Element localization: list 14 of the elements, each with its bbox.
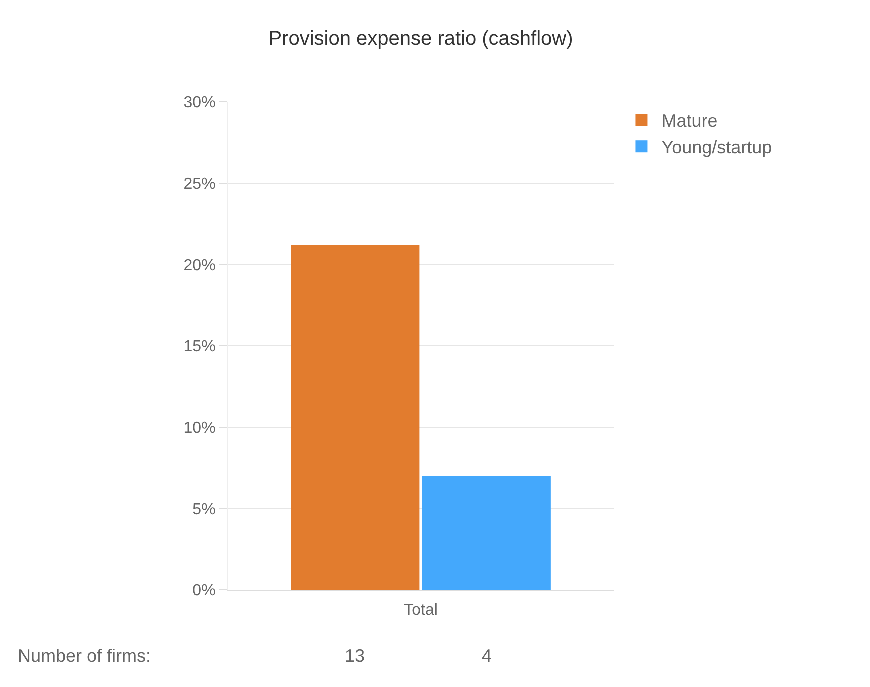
text: 13 — [345, 646, 366, 666]
chart-title: Provision expense ratio (cashflow) — [268, 28, 574, 50]
text: 4 — [482, 646, 492, 666]
y-tick-label: 25% — [184, 176, 216, 193]
y-tick-label: 0% — [192, 582, 216, 600]
legend-label: Young/startup — [662, 138, 772, 158]
y-tick-label: 30% — [184, 94, 216, 112]
text: Number of firms: — [18, 646, 152, 666]
x-tick-label: Total — [404, 602, 438, 620]
legend-label: Mature — [662, 111, 718, 132]
y-tick-label: 5% — [192, 501, 216, 518]
y-tick-label: 10% — [184, 420, 216, 437]
y-tick-label: 15% — [184, 338, 216, 356]
y-tick-label: 20% — [184, 257, 216, 274]
